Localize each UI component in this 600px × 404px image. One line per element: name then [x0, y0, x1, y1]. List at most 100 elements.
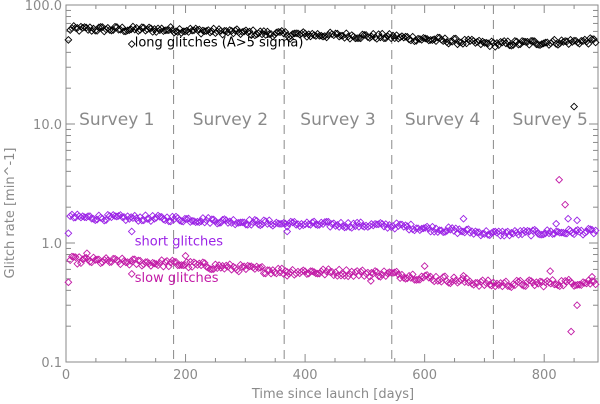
data-point: [496, 37, 505, 46]
data-point: [552, 219, 561, 228]
survey-label: Survey 2: [193, 110, 268, 130]
data-point: [283, 222, 292, 231]
data-point: [64, 278, 73, 287]
x-tick-label: 0: [62, 368, 70, 383]
data-point: [238, 218, 247, 227]
data-point: [555, 282, 564, 291]
data-point: [319, 220, 327, 229]
data-point: [329, 219, 338, 228]
data-point: [234, 267, 243, 276]
data-point: [250, 215, 259, 224]
data-point: [512, 276, 521, 285]
data-point: [315, 269, 324, 278]
plot-border: [65, 4, 599, 363]
data-point: [322, 217, 331, 226]
data-point: [64, 35, 73, 44]
data-point: [220, 264, 229, 273]
data-point: [392, 267, 401, 276]
data-point: [482, 227, 491, 235]
data-point: [66, 212, 75, 221]
data-point: [534, 279, 543, 288]
data-point: [213, 219, 222, 228]
data-point: [570, 36, 579, 45]
data-point: [186, 218, 195, 226]
data-point: [424, 273, 433, 282]
data-point: [236, 218, 245, 227]
data-point: [96, 22, 105, 31]
data-point: [164, 26, 173, 35]
data-point: [270, 220, 279, 229]
data-point: [530, 281, 539, 290]
data-point: [82, 249, 91, 258]
data-point: [231, 26, 240, 35]
data-point: [100, 216, 109, 225]
data-point: [195, 218, 204, 227]
data-point: [358, 221, 367, 230]
data-point: [342, 266, 351, 274]
data-point: [403, 222, 412, 231]
data-point: [274, 27, 283, 36]
data-point: [464, 225, 473, 234]
data-point: [450, 34, 458, 43]
data-point: [245, 27, 254, 36]
data-point: [335, 265, 344, 274]
data-point: [125, 214, 134, 223]
data-point: [73, 23, 82, 32]
data-point: [250, 31, 259, 40]
data-point: [552, 280, 561, 289]
y-tick-label: 1.0: [41, 237, 62, 252]
data-point: [132, 214, 141, 223]
data-point: [258, 262, 266, 271]
data-point: [435, 226, 444, 235]
data-point: [112, 23, 121, 31]
data-point: [94, 255, 103, 264]
data-point: [484, 230, 492, 239]
data-point: [270, 268, 279, 277]
data-point: [211, 29, 220, 38]
data-point: [475, 228, 483, 237]
data-point: [415, 275, 424, 284]
data-point: [519, 281, 528, 290]
data-point: [161, 258, 170, 266]
data-point: [134, 256, 143, 265]
data-point: [170, 28, 179, 37]
series-label: slow glitches: [135, 271, 219, 286]
data-point: [222, 261, 231, 270]
data-point: [277, 219, 286, 228]
data-point: [555, 39, 564, 48]
data-point: [555, 228, 564, 237]
data-point: [198, 258, 207, 267]
data-point: [502, 39, 510, 48]
data-point: [567, 327, 576, 336]
data-point: [482, 279, 491, 288]
data-point: [552, 40, 561, 48]
data-point: [586, 279, 595, 288]
data-point: [510, 36, 519, 45]
data-point: [301, 220, 310, 229]
data-point: [136, 25, 145, 34]
x-tick-label: 400: [293, 368, 318, 383]
data-point: [283, 271, 292, 280]
data-point: [170, 215, 179, 224]
data-point: [401, 32, 410, 41]
data-point: [353, 34, 362, 43]
data-point: [374, 220, 383, 229]
data-point: [353, 218, 362, 227]
data-point: [432, 224, 440, 233]
data-point: [588, 272, 596, 281]
data-point: [168, 212, 177, 221]
data-point: [256, 263, 265, 272]
data-point: [390, 268, 399, 277]
data-point: [548, 37, 557, 46]
data-point: [335, 32, 344, 41]
data-point: [265, 216, 274, 225]
data-point: [589, 277, 598, 286]
data-point: [366, 276, 375, 285]
y-tick-label: 10.0: [33, 118, 62, 133]
data-point: [105, 26, 114, 34]
data-point: [419, 224, 428, 233]
data-point: [241, 220, 250, 229]
data-point: [374, 272, 383, 281]
data-point: [118, 23, 127, 32]
